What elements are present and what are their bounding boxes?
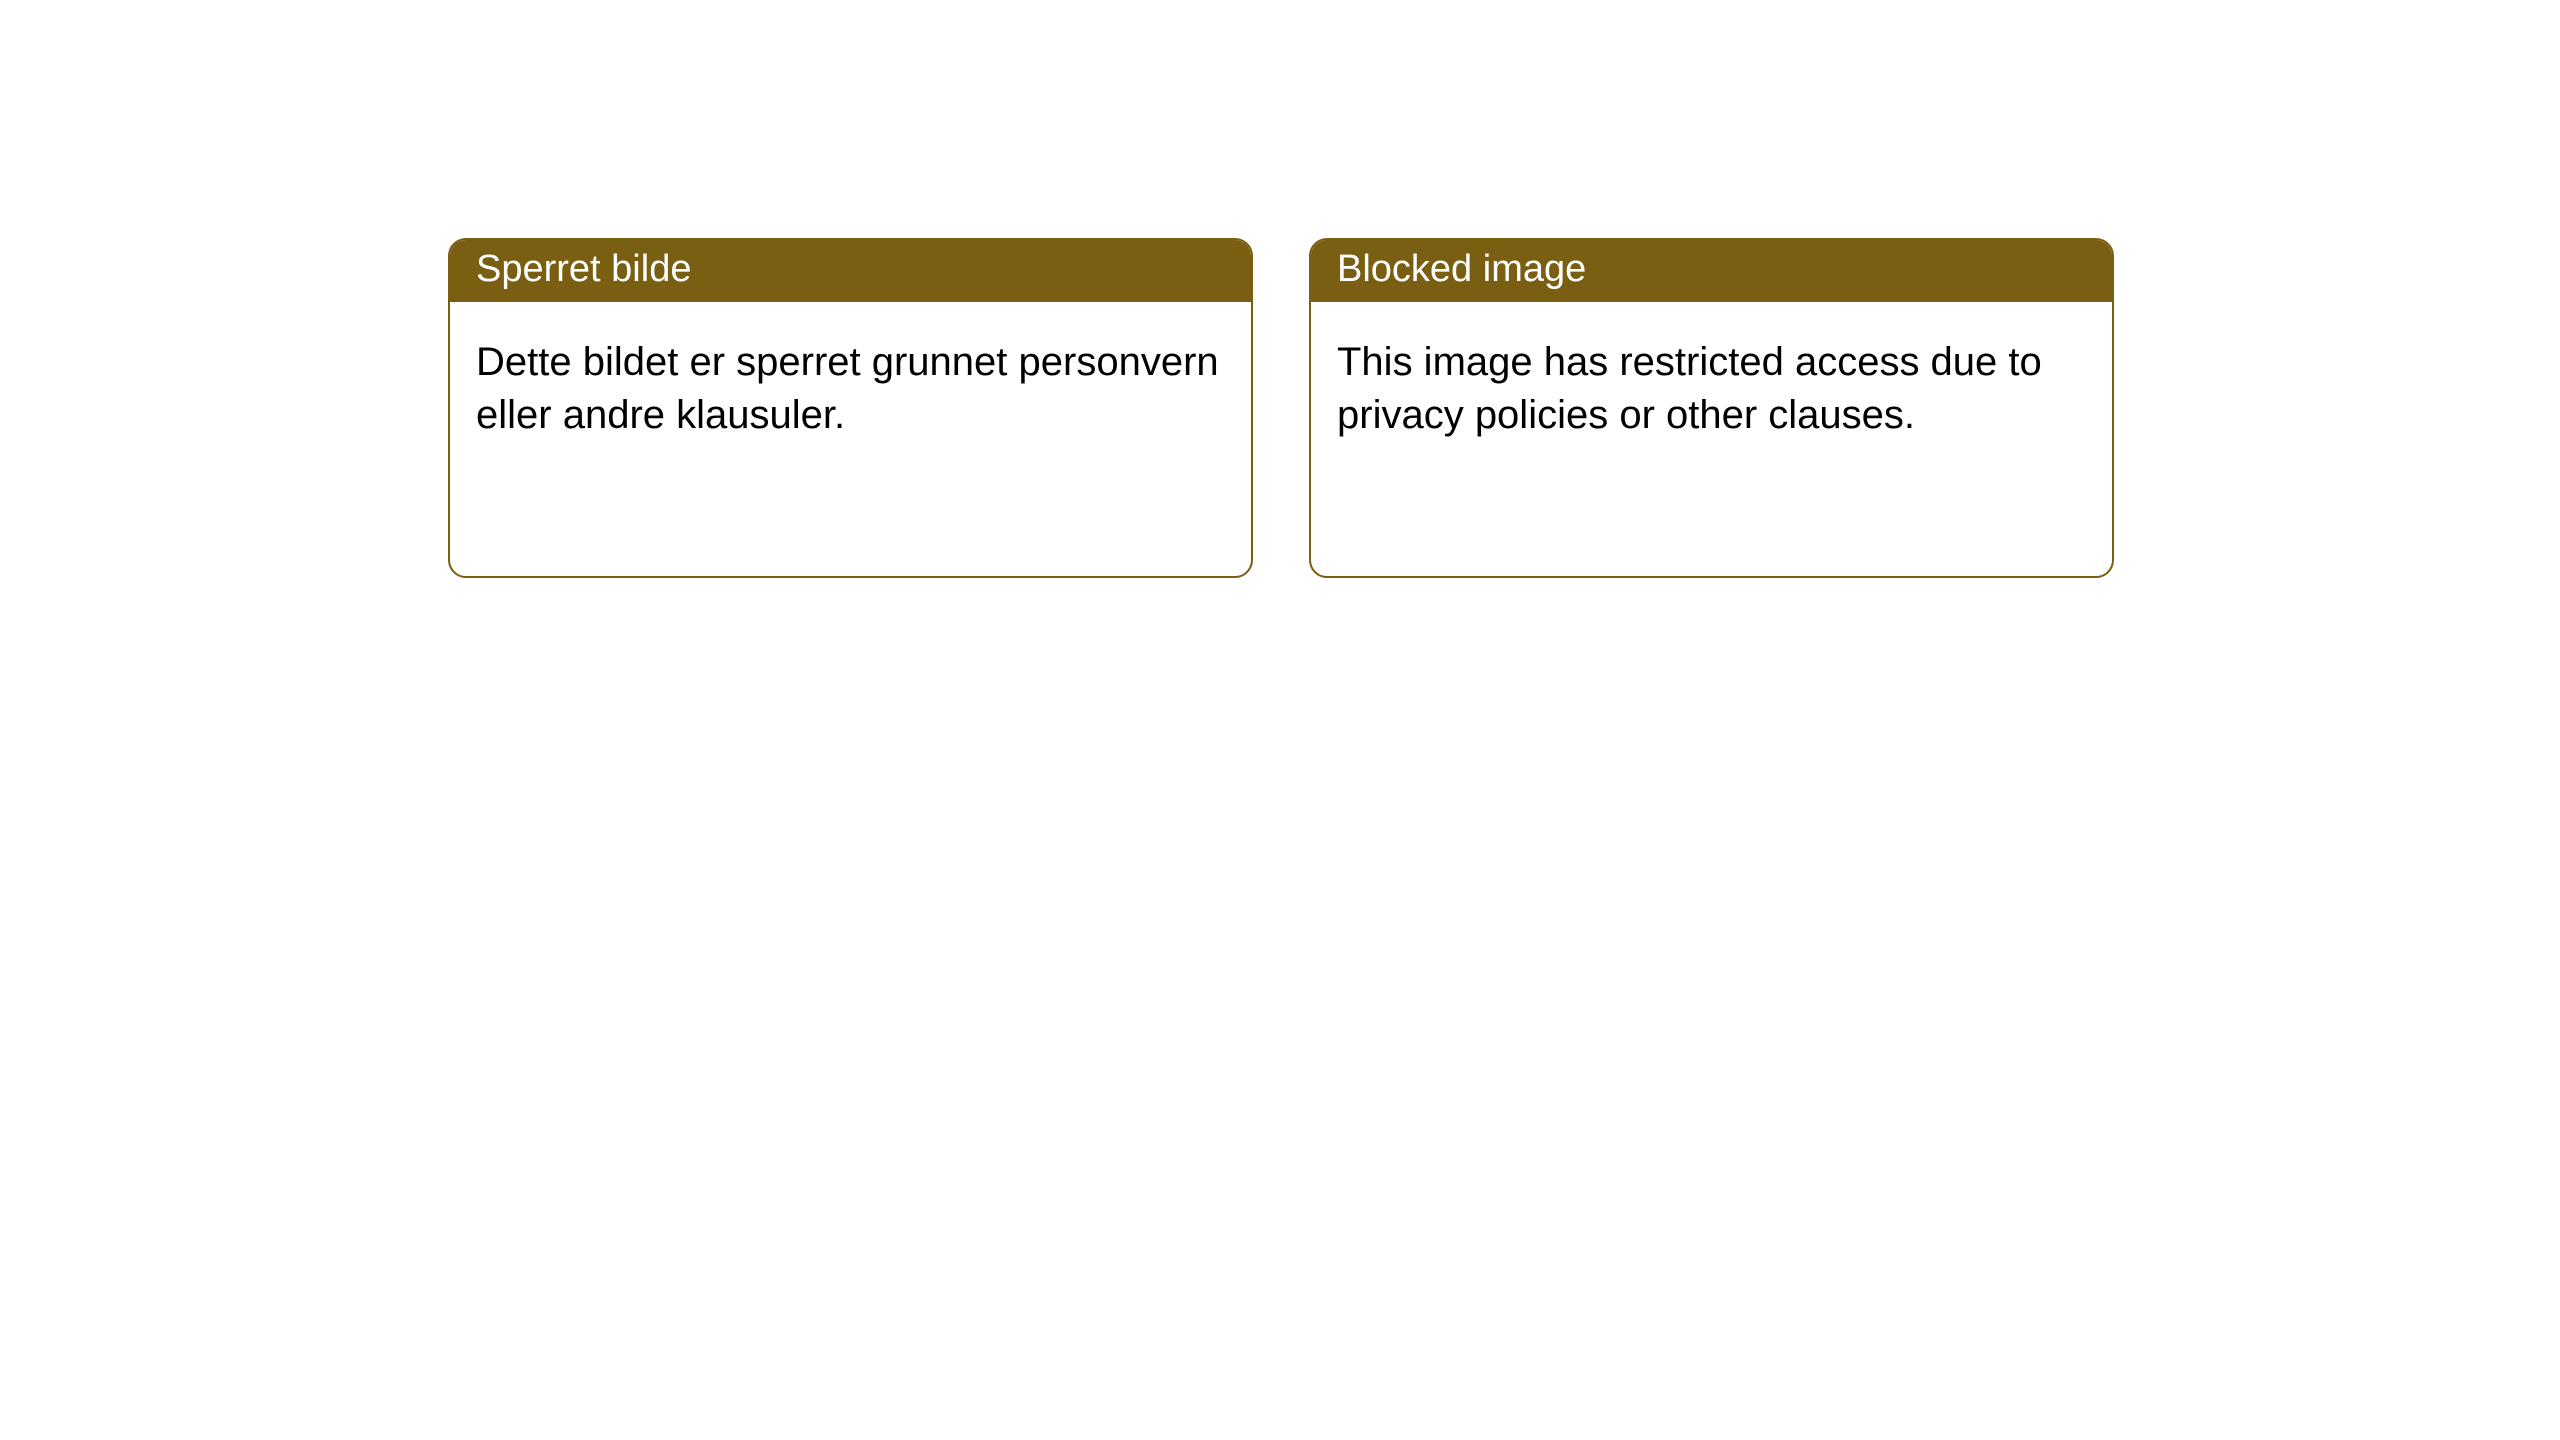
- card-header: Sperret bilde: [450, 240, 1251, 302]
- notice-card-english: Blocked image This image has restricted …: [1309, 238, 2114, 578]
- card-title: Sperret bilde: [476, 248, 691, 291]
- card-header: Blocked image: [1311, 240, 2112, 302]
- card-body-text: Dette bildet er sperret grunnet personve…: [476, 340, 1219, 437]
- card-body: Dette bildet er sperret grunnet personve…: [450, 302, 1251, 468]
- card-body-text: This image has restricted access due to …: [1337, 340, 2042, 437]
- notice-card-norwegian: Sperret bilde Dette bildet er sperret gr…: [448, 238, 1253, 578]
- card-title: Blocked image: [1337, 248, 1586, 291]
- notice-cards-container: Sperret bilde Dette bildet er sperret gr…: [0, 0, 2560, 578]
- card-body: This image has restricted access due to …: [1311, 302, 2112, 468]
